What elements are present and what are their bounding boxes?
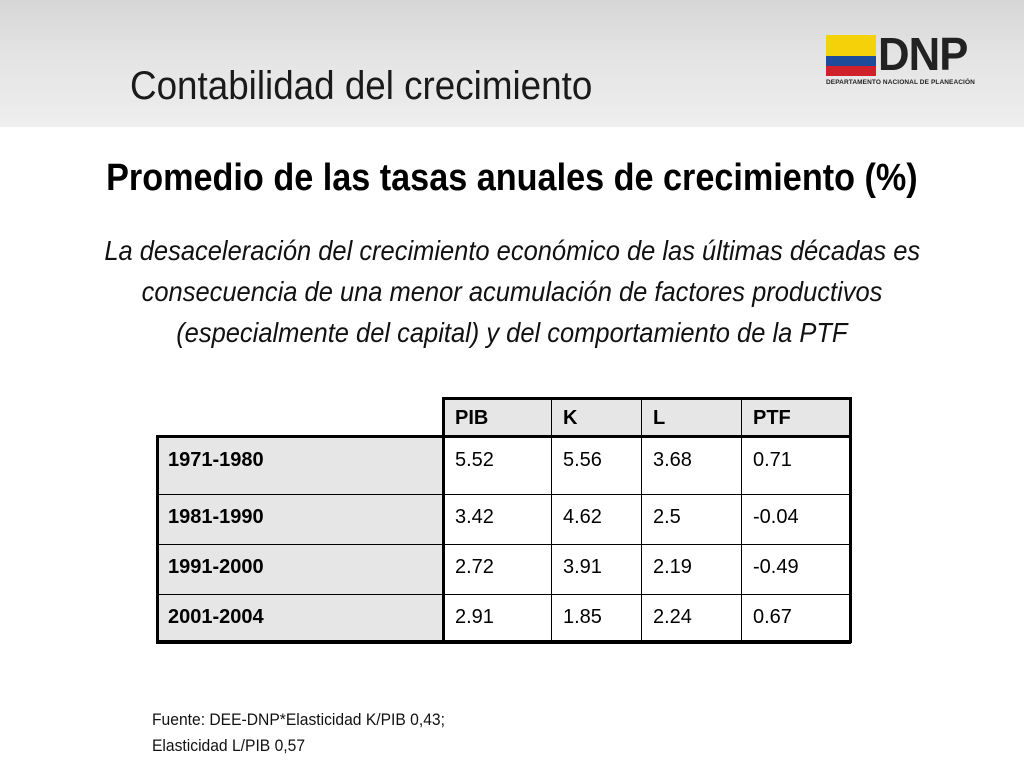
row-header: 1981-1990 [156, 494, 444, 545]
column-header-k: K [551, 397, 642, 438]
table-row: 1981-1990 3.42 4.62 2.5 -0.04 [156, 494, 851, 545]
row-header: 2001-2004 [156, 594, 444, 644]
column-header-pib: PIB [443, 397, 552, 438]
table-cell: 2.24 [641, 594, 742, 644]
row-header: 1991-2000 [156, 544, 444, 595]
table-row: 1971-1980 5.52 5.56 3.68 0.71 [156, 437, 851, 495]
table-cell: 2.19 [641, 544, 742, 595]
table-cell: 5.52 [443, 437, 552, 495]
source-line: Elasticidad L/PIB 0,57 [152, 736, 306, 755]
table-cell: -0.49 [741, 544, 851, 595]
table-cell: 0.71 [741, 437, 851, 495]
description-line: (especialmente del capital) y del compor… [176, 317, 848, 348]
description-text: La desaceleración del crecimiento económ… [40, 230, 984, 353]
description-line: La desaceleración del crecimiento económ… [104, 235, 920, 266]
table-cell: 4.62 [551, 494, 642, 545]
growth-rates-table: PIB K L PTF 1971-1980 5.52 5.56 3.68 0.7… [156, 397, 851, 644]
dnp-logo: DNP DEPARTAMENTO NACIONAL DE PLANEACIÓN [826, 28, 1001, 93]
table-cell: 3.91 [551, 544, 642, 595]
table-heading: Promedio de las tasas anuales de crecimi… [106, 157, 918, 199]
source-note: Fuente: DEE-DNP*Elasticidad K/PIB 0,43; … [152, 707, 470, 759]
table-corner [157, 398, 444, 438]
table-row: 1991-2000 2.72 3.91 2.19 -0.49 [156, 544, 851, 595]
source-line: Fuente: DEE-DNP*Elasticidad K/PIB 0,43; [152, 710, 445, 729]
slide-title: Contabilidad del crecimiento [130, 64, 593, 108]
table-cell: 2.91 [443, 594, 552, 644]
colombia-flag-icon [826, 35, 876, 76]
column-header-l: L [641, 397, 742, 438]
table-cell: 0.67 [741, 594, 851, 644]
table-header-row: PIB K L PTF [157, 397, 851, 438]
table-cell: 2.72 [443, 544, 552, 595]
table-cell: 5.56 [551, 437, 642, 495]
logo-subtitle: DEPARTAMENTO NACIONAL DE PLANEACIÓN [826, 79, 975, 86]
table-cell: 3.42 [443, 494, 552, 545]
table-row: 2001-2004 2.91 1.85 2.24 0.67 [156, 594, 851, 644]
column-header-ptf: PTF [741, 397, 851, 438]
table-cell: -0.04 [741, 494, 851, 545]
logo-wordmark: DNP [878, 28, 968, 80]
description-line: consecuencia de una menor acumulación de… [141, 276, 883, 307]
row-header: 1971-1980 [156, 437, 444, 495]
table-cell: 3.68 [641, 437, 742, 495]
table-cell: 2.5 [641, 494, 742, 545]
table-cell: 1.85 [551, 594, 642, 644]
